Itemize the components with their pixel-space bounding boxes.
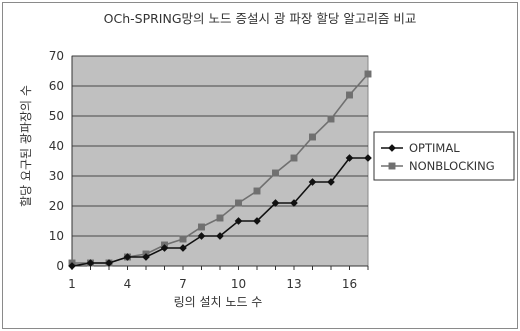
legend-marker-nonblocking <box>388 162 396 170</box>
x-tick-label: 7 <box>179 277 187 291</box>
legend-box <box>373 131 515 181</box>
data-point-optimal <box>271 199 280 207</box>
x-tick-label: 16 <box>342 277 357 291</box>
data-point-optimal <box>327 178 335 186</box>
y-tick-label: 70 <box>49 49 64 63</box>
data-point-optimal <box>345 154 354 162</box>
data-point-nonblocking <box>198 223 205 231</box>
legend: OPTIMAL NONBLOCKING <box>373 131 515 181</box>
data-point-nonblocking <box>216 214 224 222</box>
data-point-nonblocking <box>309 133 316 141</box>
chart-title: OCh-SPRING망의 노드 증설시 광 파장 할당 알고리즘 비교 <box>104 11 417 26</box>
data-point-nonblocking <box>290 154 298 162</box>
data-point-nonblocking <box>253 187 261 195</box>
y-tick-label: 0 <box>56 259 64 273</box>
y-tick-label: 50 <box>49 109 64 123</box>
plot-background <box>71 55 369 267</box>
x-tick-label: 4 <box>124 277 132 291</box>
data-point-nonblocking <box>327 115 335 123</box>
x-tick-label: 1 <box>68 277 76 291</box>
legend-label-optimal: OPTIMAL <box>409 141 460 155</box>
y-tick-label: 60 <box>49 79 64 93</box>
x-tick-label: 10 <box>231 277 246 291</box>
data-point-optimal <box>197 232 206 240</box>
data-point-optimal <box>364 154 372 162</box>
data-point-optimal <box>160 244 169 252</box>
data-point-nonblocking <box>235 199 242 207</box>
data-point-optimal <box>290 199 298 207</box>
data-point-optimal <box>105 259 113 267</box>
plot-area: 0 10 20 30 40 50 60 70 1 4 7 10 13 16 <box>49 49 372 291</box>
data-point-nonblocking <box>179 235 187 243</box>
y-tick-label: 30 <box>49 169 64 183</box>
y-tick-label: 10 <box>49 229 64 243</box>
data-point-nonblocking <box>272 169 279 177</box>
x-axis-label: 링의 설치 노드 수 <box>174 295 263 309</box>
data-point-nonblocking <box>364 70 372 78</box>
y-tick-label: 20 <box>49 199 64 213</box>
data-point-optimal <box>86 259 95 267</box>
data-point-optimal <box>308 178 317 186</box>
legend-label-nonblocking: NONBLOCKING <box>409 159 495 173</box>
y-axis-label: 할당 요구된 광파장의 수 <box>19 85 33 207</box>
data-point-optimal <box>216 232 224 240</box>
legend-marker-optimal <box>388 144 396 152</box>
x-tick-label: 13 <box>286 277 301 291</box>
data-point-optimal <box>68 262 76 270</box>
data-point-nonblocking <box>346 91 353 99</box>
data-point-optimal <box>179 244 187 252</box>
data-point-optimal <box>253 217 261 225</box>
data-point-optimal <box>142 253 150 261</box>
y-tick-label: 40 <box>49 139 64 153</box>
data-point-optimal <box>123 253 132 261</box>
data-point-optimal <box>234 217 243 225</box>
